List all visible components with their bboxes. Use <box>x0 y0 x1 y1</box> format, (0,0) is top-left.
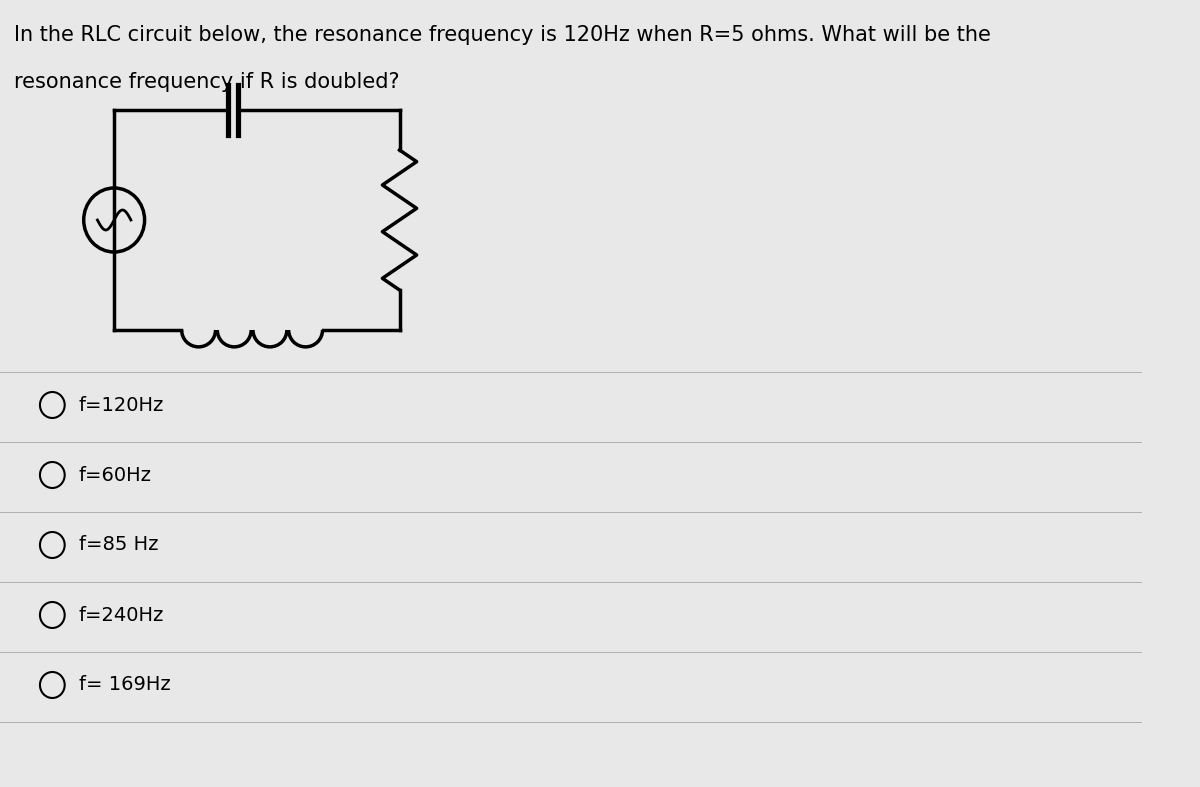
Text: f= 169Hz: f= 169Hz <box>79 675 170 694</box>
Text: f=240Hz: f=240Hz <box>79 605 164 625</box>
Text: f=120Hz: f=120Hz <box>79 396 164 415</box>
Text: resonance frequency if R is doubled?: resonance frequency if R is doubled? <box>14 72 400 92</box>
Text: f=60Hz: f=60Hz <box>79 465 152 485</box>
Text: In the RLC circuit below, the resonance frequency is 120Hz when R=5 ohms. What w: In the RLC circuit below, the resonance … <box>14 25 991 45</box>
Text: f=85 Hz: f=85 Hz <box>79 535 158 555</box>
